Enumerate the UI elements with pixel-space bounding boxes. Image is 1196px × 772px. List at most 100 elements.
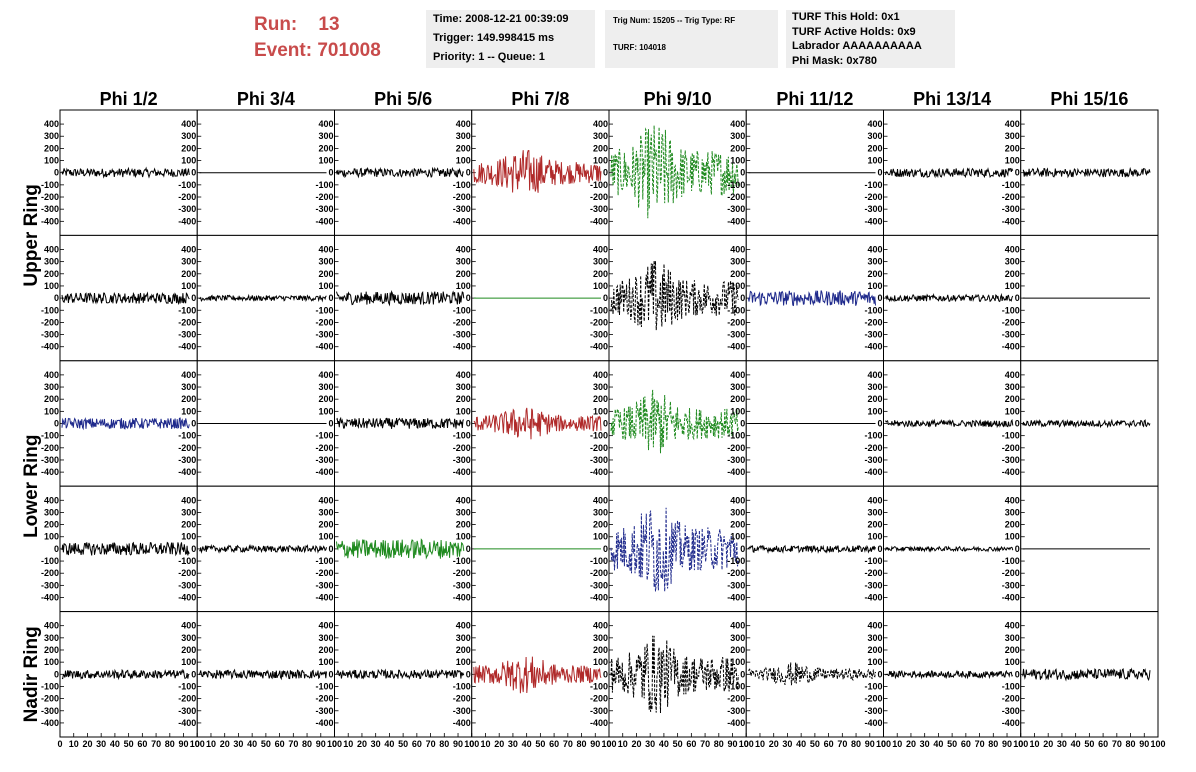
y-tick-label: -400 xyxy=(453,593,471,603)
y-tick-label: 200 xyxy=(730,269,745,279)
labrador-text: Labrador AAAAAAAAAA xyxy=(792,40,922,52)
y-tick-label: 300 xyxy=(181,633,196,643)
y-tick-label: -200 xyxy=(864,317,882,327)
x-tick-label: 10 xyxy=(618,739,628,749)
run-event-label: Run: 13 Event: 701008 xyxy=(254,12,381,64)
x-tick-label: 80 xyxy=(302,739,312,749)
x-tick-label: 0 xyxy=(606,739,611,749)
y-tick-label: -200 xyxy=(727,317,745,327)
y-tick-label: 100 xyxy=(44,657,59,667)
y-tick-label: 100 xyxy=(867,532,882,542)
y-tick-label: 0 xyxy=(466,168,471,178)
y-tick-label: -400 xyxy=(178,342,196,352)
y-tick-label: -100 xyxy=(178,180,196,190)
y-tick-label: -100 xyxy=(1002,431,1020,441)
y-tick-label: 300 xyxy=(867,257,882,267)
y-tick-label: -200 xyxy=(453,317,471,327)
waveform-trace xyxy=(199,293,327,303)
y-tick-label: -400 xyxy=(41,718,59,728)
y-tick-label: -300 xyxy=(727,580,745,590)
x-tick-label: 10 xyxy=(480,739,490,749)
waveform-panel: 400 300 200 100 0 -100 -200 -300 -400 xyxy=(1002,360,1159,487)
y-tick-label: 400 xyxy=(1005,244,1020,254)
y-tick-label: 400 xyxy=(730,621,745,631)
waveform-trace xyxy=(61,166,190,179)
y-tick-label: -300 xyxy=(41,706,59,716)
x-tick-label: 70 xyxy=(700,739,710,749)
waveform-trace xyxy=(61,416,190,431)
x-tick-label: 20 xyxy=(631,739,641,749)
y-tick-label: 100 xyxy=(730,406,745,416)
y-tick-label: 0 xyxy=(603,293,608,303)
y-tick-label: -200 xyxy=(727,192,745,202)
y-tick-label: -300 xyxy=(41,330,59,340)
y-tick-label: 300 xyxy=(1005,507,1020,517)
y-tick-label: -400 xyxy=(315,467,333,477)
y-tick-label: -400 xyxy=(864,216,882,226)
x-tick-label: 10 xyxy=(206,739,216,749)
y-tick-label: -100 xyxy=(727,305,745,315)
y-tick-label: 0 xyxy=(603,168,608,178)
x-tick-label: 10 xyxy=(1029,739,1039,749)
y-tick-label: 0 xyxy=(328,293,333,303)
y-tick-label: -100 xyxy=(1002,305,1020,315)
y-tick-label: 200 xyxy=(593,269,608,279)
waveform-panel: 400 300 200 100 0 -100 -200 -300 -400 xyxy=(590,360,747,487)
x-tick-label: 90 xyxy=(1002,739,1012,749)
y-tick-label: -100 xyxy=(590,556,608,566)
waveform-panel: 400 300 200 100 0 -100 -200 -300 -400 xyxy=(864,360,1022,487)
y-tick-label: 0 xyxy=(1015,544,1020,554)
y-tick-label: 400 xyxy=(44,119,59,129)
y-tick-label: 200 xyxy=(867,394,882,404)
y-tick-label: 0 xyxy=(54,544,59,554)
y-tick-label: -100 xyxy=(315,431,333,441)
y-tick-label: -400 xyxy=(864,467,882,477)
waveform-panel: 400 300 200 100 0 -100 -200 -300 -400 xyxy=(453,485,610,613)
y-tick-label: -300 xyxy=(727,706,745,716)
waveform-panel: 400 300 200 100 0 -100 -200 -300 -400 xyxy=(727,485,884,613)
y-tick-label: 100 xyxy=(318,156,333,166)
y-tick-label: -200 xyxy=(1002,443,1020,453)
y-tick-label: -300 xyxy=(1002,455,1020,465)
y-tick-label: -400 xyxy=(315,718,333,728)
y-tick-label: -200 xyxy=(41,443,59,453)
y-tick-label: 200 xyxy=(44,520,59,530)
y-tick-label: 400 xyxy=(1005,495,1020,505)
y-tick-label: 200 xyxy=(456,269,471,279)
waveform-panel: 400 300 200 100 0 -100 -200 -300 -400 xyxy=(315,485,473,613)
y-tick-label: 300 xyxy=(593,507,608,517)
y-tick-label: -100 xyxy=(590,431,608,441)
x-tick-label: 10 xyxy=(755,739,765,749)
y-tick-label: 0 xyxy=(603,419,608,429)
y-tick-label: -400 xyxy=(590,718,608,728)
y-tick-label: -400 xyxy=(41,342,59,352)
waveform-trace xyxy=(610,389,739,454)
y-tick-label: -200 xyxy=(1002,568,1020,578)
x-tick-label: 50 xyxy=(535,739,545,749)
y-tick-label: -200 xyxy=(1002,694,1020,704)
y-tick-label: -100 xyxy=(590,305,608,315)
y-tick-label: 400 xyxy=(593,119,608,129)
y-tick-label: 100 xyxy=(456,406,471,416)
x-tick-label: 70 xyxy=(1112,739,1122,749)
y-tick-label: 300 xyxy=(1005,633,1020,643)
waveform-panel: 400 300 200 100 0 -100 -200 -300 -400 xyxy=(178,360,335,487)
waveform-trace xyxy=(1022,418,1151,429)
y-tick-label: 0 xyxy=(466,669,471,679)
y-tick-label: 100 xyxy=(593,657,608,667)
y-tick-label: -400 xyxy=(727,467,745,477)
panel-frame xyxy=(334,360,473,487)
x-tick-label: 10 xyxy=(892,739,902,749)
waveform-trace xyxy=(473,149,602,193)
y-tick-label: -400 xyxy=(453,342,471,352)
y-tick-label: -100 xyxy=(453,431,471,441)
trig-num-text: Trig Num: 15205 -- Trig Type: RF xyxy=(613,16,736,25)
x-tick-label: 60 xyxy=(275,739,285,749)
x-tick-label: 70 xyxy=(837,739,847,749)
y-tick-label: -200 xyxy=(315,568,333,578)
y-tick-label: -200 xyxy=(41,317,59,327)
